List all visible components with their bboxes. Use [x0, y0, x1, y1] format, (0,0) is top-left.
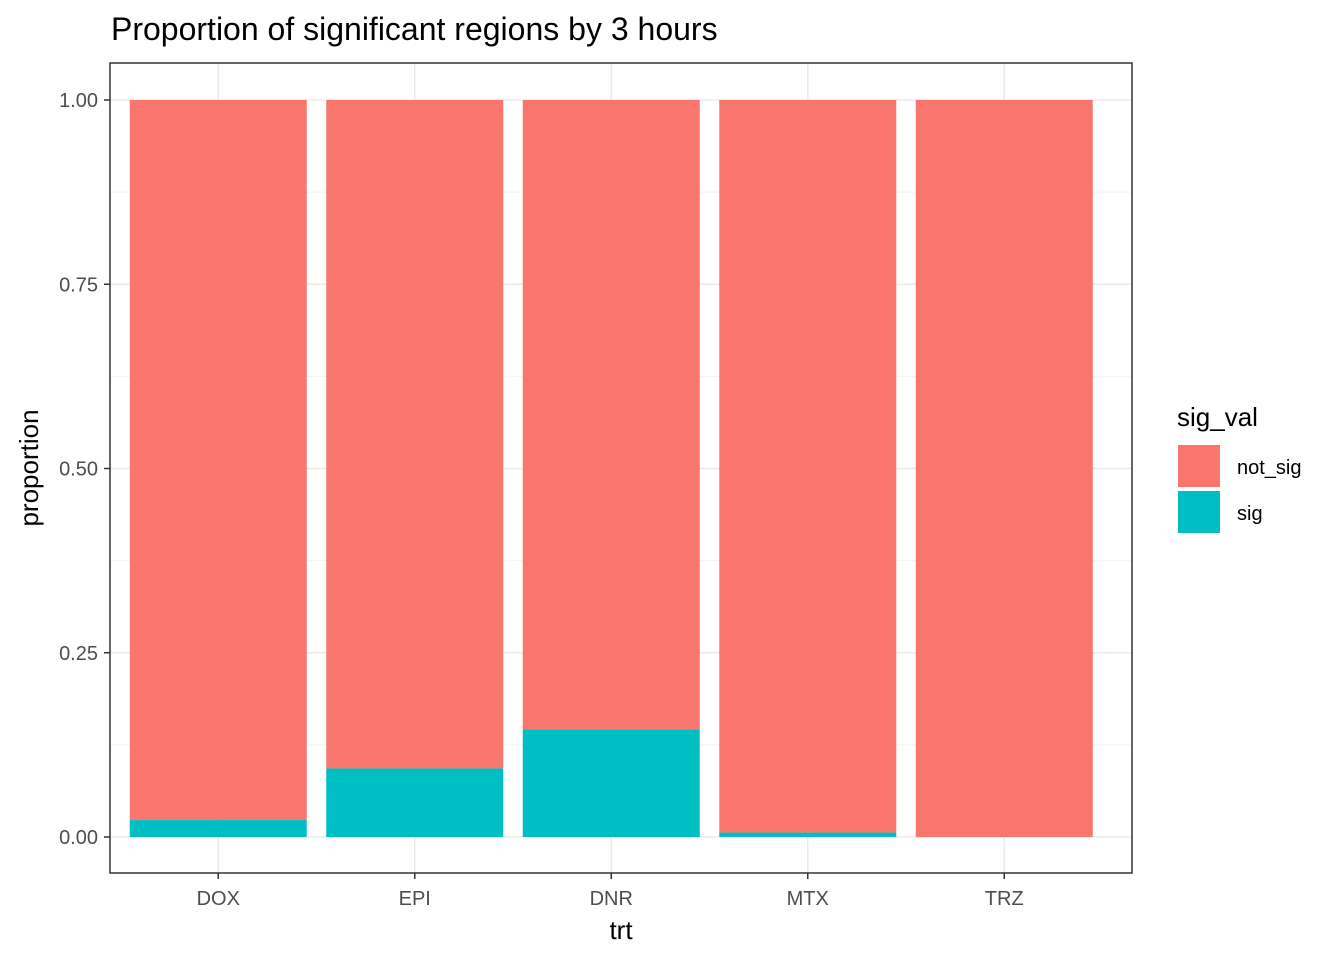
bars	[129, 100, 1093, 837]
y-axis: 0.00 0.25 0.50 0.75 1.00	[59, 90, 110, 849]
legend-title: sig_val	[1177, 402, 1258, 432]
x-tick-label: TRZ	[985, 888, 1024, 910]
legend-key-not_sig	[1178, 445, 1220, 487]
y-axis-title: proportion	[14, 409, 44, 526]
y-tick-label: 1.00	[59, 90, 98, 112]
bar-sig-dox	[129, 820, 307, 837]
legend-label-sig: sig	[1237, 503, 1263, 525]
x-axis: DOX EPI DNR MTX TRZ	[197, 873, 1024, 910]
chart-title: Proportion of significant regions by 3 h…	[111, 11, 718, 47]
y-tick-label: 0.75	[59, 274, 98, 296]
bar-not_sig-epi	[326, 100, 504, 769]
legend-label-not_sig: not_sig	[1237, 457, 1302, 479]
bar-not_sig-dnr	[522, 100, 700, 730]
x-tick-label: EPI	[399, 888, 431, 910]
bar-not_sig-trz	[915, 100, 1093, 837]
y-tick-label: 0.25	[59, 643, 98, 665]
x-axis-title: trt	[609, 915, 633, 945]
bar-not_sig-mtx	[719, 100, 897, 833]
x-tick-label: MTX	[787, 888, 829, 910]
plot-area	[109, 62, 1133, 874]
bar-sig-mtx	[719, 832, 897, 837]
y-tick-label: 0.00	[59, 827, 98, 849]
bar-not_sig-dox	[129, 100, 307, 821]
bar-sig-epi	[326, 768, 504, 837]
y-tick-label: 0.50	[59, 459, 98, 481]
x-tick-label: DOX	[197, 888, 240, 910]
bar-sig-dnr	[522, 729, 700, 837]
x-tick-label: DNR	[590, 888, 633, 910]
legend-key-sig	[1178, 491, 1220, 533]
